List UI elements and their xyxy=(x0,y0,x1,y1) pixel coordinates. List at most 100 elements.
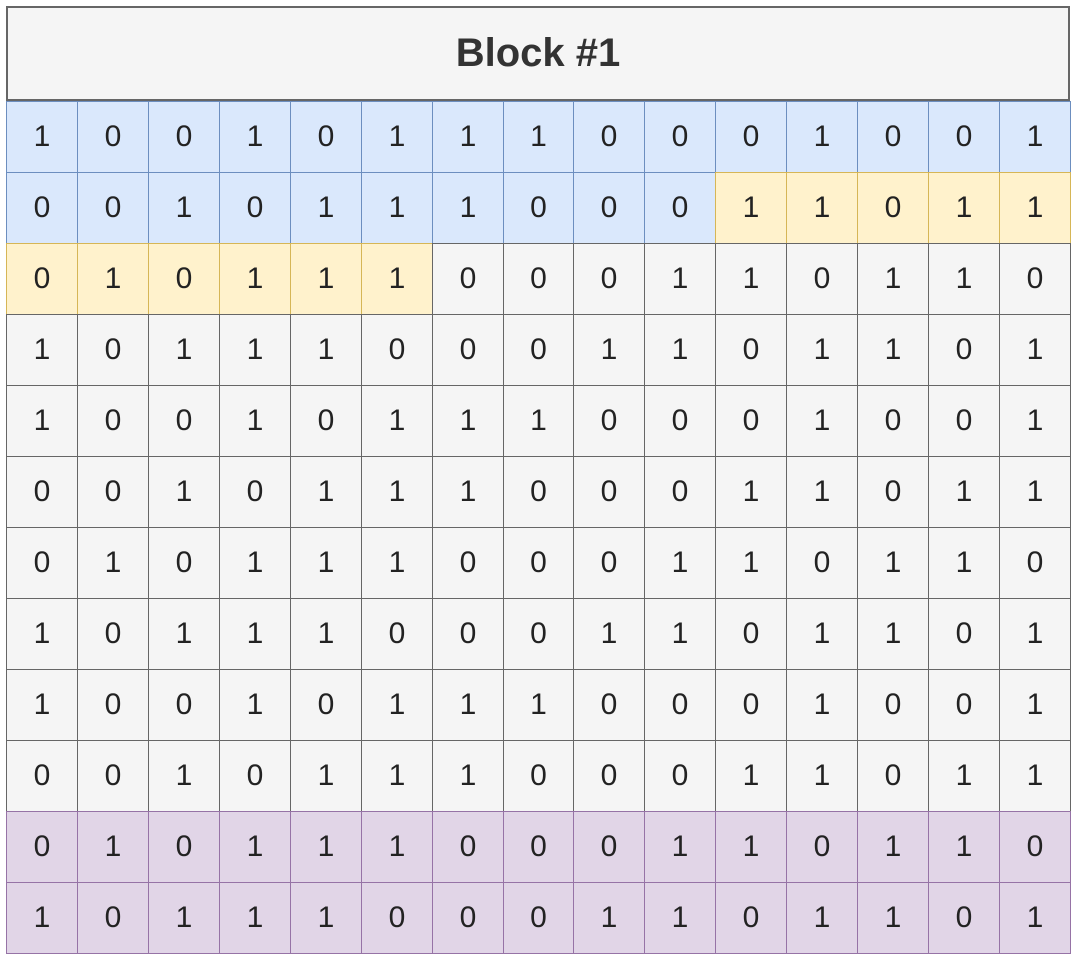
bit-cell: 0 xyxy=(77,882,149,954)
bit-cell: 1 xyxy=(290,811,362,883)
bit-cell: 0 xyxy=(573,669,645,741)
bit-cell: 0 xyxy=(644,456,716,528)
bit-cell: 0 xyxy=(361,882,433,954)
bit-cell: 1 xyxy=(999,456,1071,528)
bit-cell: 1 xyxy=(290,882,362,954)
bit-cell: 0 xyxy=(573,811,645,883)
bit-cell: 0 xyxy=(148,101,220,173)
bit-cell: 0 xyxy=(77,456,149,528)
bit-cell: 1 xyxy=(715,243,787,315)
bit-cell: 1 xyxy=(361,740,433,812)
bit-cell: 1 xyxy=(6,598,78,670)
bit-cell: 1 xyxy=(786,314,858,386)
bit-cell: 1 xyxy=(999,101,1071,173)
bit-cell: 1 xyxy=(928,172,1000,244)
bit-cell: 1 xyxy=(715,811,787,883)
bit-cell: 1 xyxy=(219,669,291,741)
bit-cell: 1 xyxy=(786,598,858,670)
bit-cell: 1 xyxy=(219,527,291,599)
bit-cell: 0 xyxy=(715,314,787,386)
bit-cell: 1 xyxy=(148,882,220,954)
bit-cell: 1 xyxy=(361,456,433,528)
bit-cell: 1 xyxy=(715,527,787,599)
bit-cell: 1 xyxy=(148,740,220,812)
bit-cell: 1 xyxy=(77,243,149,315)
bit-cell: 1 xyxy=(503,101,574,173)
bit-cell: 1 xyxy=(432,101,504,173)
bit-cell: 1 xyxy=(857,527,929,599)
bit-cell: 0 xyxy=(432,882,504,954)
block-title: Block #1 xyxy=(6,6,1070,101)
bit-cell: 1 xyxy=(644,882,716,954)
bit-cell: 0 xyxy=(432,811,504,883)
bit-cell: 1 xyxy=(6,669,78,741)
bit-cell: 0 xyxy=(6,811,78,883)
bit-cell: 1 xyxy=(503,669,574,741)
bit-cell: 0 xyxy=(503,456,574,528)
bit-cell: 0 xyxy=(573,172,645,244)
bit-cell: 1 xyxy=(573,882,645,954)
bit-cell: 0 xyxy=(6,527,78,599)
bit-cell: 1 xyxy=(786,882,858,954)
bit-cell: 0 xyxy=(503,527,574,599)
bit-cell: 0 xyxy=(573,740,645,812)
bit-cell: 1 xyxy=(432,385,504,457)
bit-cell: 0 xyxy=(290,385,362,457)
bit-cell: 1 xyxy=(857,811,929,883)
bit-cell: 0 xyxy=(290,101,362,173)
bit-cell: 0 xyxy=(290,669,362,741)
bit-cell: 0 xyxy=(148,243,220,315)
bit-cell: 0 xyxy=(503,314,574,386)
bit-cell: 1 xyxy=(715,172,787,244)
bit-cell: 1 xyxy=(999,385,1071,457)
bit-cell: 1 xyxy=(928,811,1000,883)
bit-cell: 0 xyxy=(857,456,929,528)
bit-cell: 1 xyxy=(148,456,220,528)
bit-cell: 1 xyxy=(644,243,716,315)
bit-cell: 1 xyxy=(432,172,504,244)
bit-cell: 1 xyxy=(786,385,858,457)
bit-cell: 0 xyxy=(148,527,220,599)
bit-cell: 0 xyxy=(857,669,929,741)
bit-cell: 1 xyxy=(999,172,1071,244)
bit-cell: 0 xyxy=(715,882,787,954)
bit-cell: 1 xyxy=(786,172,858,244)
bit-cell: 1 xyxy=(6,385,78,457)
bit-cell: 0 xyxy=(715,385,787,457)
bit-cell: 0 xyxy=(503,172,574,244)
bit-cell: 0 xyxy=(361,598,433,670)
bit-cell: 1 xyxy=(999,314,1071,386)
bit-cell: 1 xyxy=(148,314,220,386)
bit-cell: 1 xyxy=(928,243,1000,315)
bit-cell: 1 xyxy=(999,598,1071,670)
bit-cell: 1 xyxy=(857,882,929,954)
bit-cell: 0 xyxy=(219,740,291,812)
bit-cell: 0 xyxy=(6,172,78,244)
bit-cell: 0 xyxy=(644,172,716,244)
bit-cell: 1 xyxy=(644,811,716,883)
bit-cell: 1 xyxy=(928,527,1000,599)
bit-cell: 1 xyxy=(857,243,929,315)
bit-cell: 0 xyxy=(219,456,291,528)
bit-cell: 1 xyxy=(361,527,433,599)
bit-cell: 0 xyxy=(219,172,291,244)
bit-cell: 0 xyxy=(432,527,504,599)
bit-cell: 0 xyxy=(928,669,1000,741)
bit-cell: 1 xyxy=(573,314,645,386)
bit-cell: 1 xyxy=(361,385,433,457)
bit-cell: 0 xyxy=(77,385,149,457)
bit-cell: 1 xyxy=(361,669,433,741)
bit-cell: 0 xyxy=(715,598,787,670)
bit-cell: 1 xyxy=(219,385,291,457)
bit-cell: 0 xyxy=(999,811,1071,883)
bit-cell: 1 xyxy=(999,882,1071,954)
bit-cell: 0 xyxy=(6,243,78,315)
bit-cell: 1 xyxy=(77,811,149,883)
bit-cell: 0 xyxy=(928,598,1000,670)
bit-cell: 0 xyxy=(715,101,787,173)
bit-cell: 1 xyxy=(219,811,291,883)
bit-cell: 1 xyxy=(715,456,787,528)
bit-cell: 0 xyxy=(928,101,1000,173)
bit-cell: 0 xyxy=(361,314,433,386)
